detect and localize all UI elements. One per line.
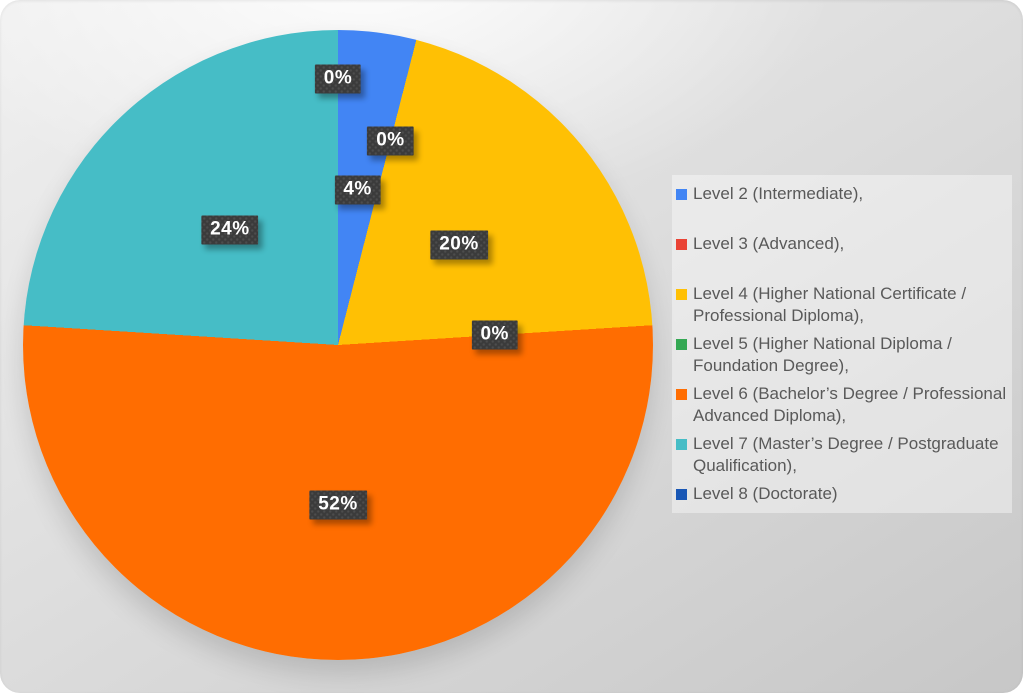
legend-item-label: Level 8 (Doctorate) (693, 484, 838, 503)
legend-swatch (676, 239, 687, 250)
pie-data-label: 4% (334, 176, 380, 205)
legend-item: Level 6 (Bachelor’s Degree / Professiona… (674, 383, 1012, 427)
pie-data-label: 0% (315, 65, 361, 94)
legend-item: Level 7 (Master’s Degree / Postgraduate Q… (674, 433, 1012, 477)
legend-item: Level 8 (Doctorate) (674, 483, 1012, 505)
legend-item: Level 4 (Higher National Certificate / Pr… (674, 283, 1012, 327)
legend-item: Level 3 (Advanced), (674, 233, 1012, 255)
legend-swatch (676, 339, 687, 350)
pie-data-label: 0% (471, 321, 517, 350)
legend-item-label: Level 5 (Higher National Diploma / Founda… (693, 334, 952, 375)
pie-data-label: 24% (201, 215, 259, 244)
legend-item: Level 5 (Higher National Diploma / Founda… (674, 333, 1012, 377)
legend: Level 2 (Intermediate), Level 3 (Advance… (672, 175, 1012, 513)
pie-data-label: 52% (309, 491, 367, 520)
legend-item-label: Level 7 (Master’s Degree / Postgraduate Q… (693, 434, 999, 475)
legend-swatch (676, 289, 687, 300)
legend-swatch (676, 189, 687, 200)
legend-item-label: Level 6 (Bachelor’s Degree / Professiona… (693, 384, 1007, 425)
legend-swatch (676, 439, 687, 450)
legend-item-label: Level 4 (Higher National Certificate / Pr… (693, 284, 967, 325)
legend-swatch (676, 389, 687, 400)
legend-swatch (676, 489, 687, 500)
legend-item-label: Level 2 (Intermediate), (693, 184, 864, 203)
legend-item-label: Level 3 (Advanced), (693, 234, 845, 253)
legend-item: Level 2 (Intermediate), (674, 183, 1012, 205)
pie-chart (23, 30, 653, 660)
pie-data-label: 0% (367, 126, 413, 155)
pie-data-label: 20% (430, 230, 488, 259)
